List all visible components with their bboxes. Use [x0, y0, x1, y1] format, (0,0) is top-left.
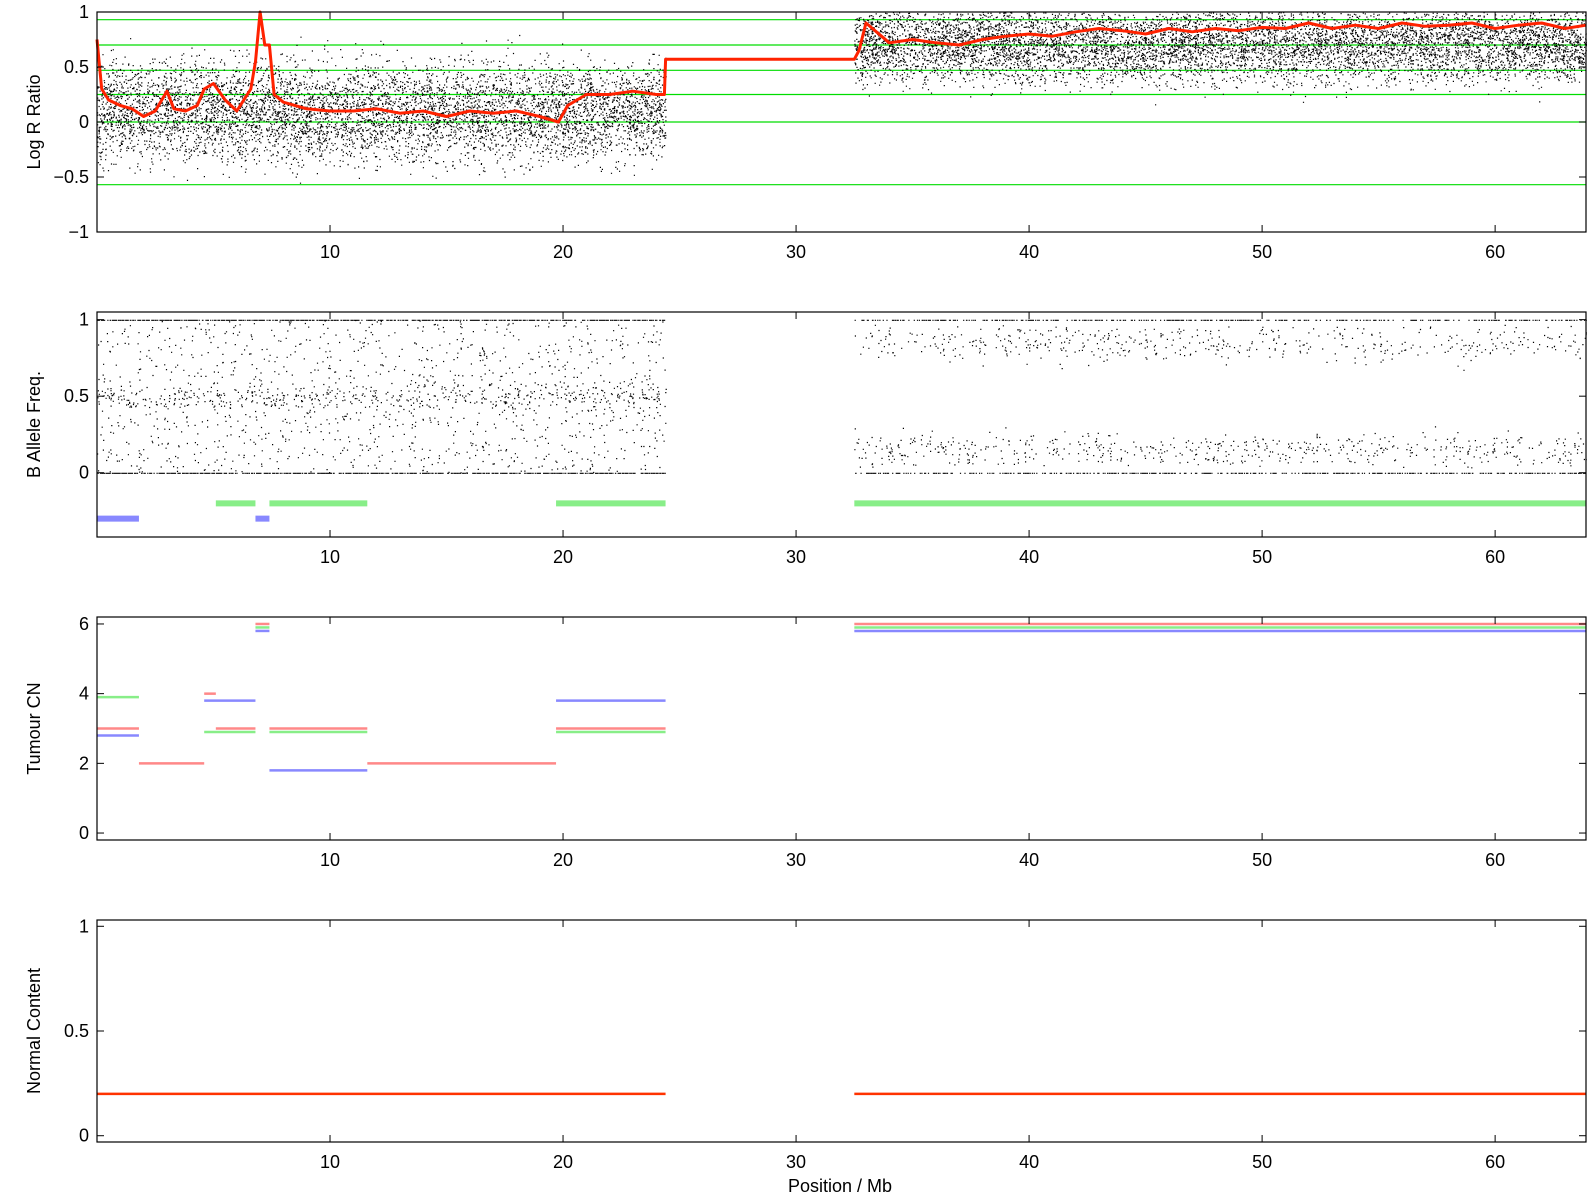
y-axis-label: B Allele Freq. [24, 371, 44, 478]
x-tick-label: 30 [786, 850, 806, 870]
x-tick-label: 10 [320, 242, 340, 262]
y-tick-label: 0 [79, 112, 89, 132]
y-tick-label: 1 [79, 310, 89, 330]
y-tick-label: 0 [79, 1126, 89, 1146]
x-tick-label: 10 [320, 850, 340, 870]
x-tick-label: 30 [786, 1152, 806, 1172]
plot-frame [96, 919, 1587, 1143]
x-tick-label: 40 [1019, 1152, 1039, 1172]
x-tick-label: 10 [320, 1152, 340, 1172]
x-tick-label: 60 [1485, 242, 1505, 262]
point-cloud [97, 319, 1587, 474]
panel-tumour-cn: 10 20 30 40 50 60 0 2 4 6 Tumour CN [24, 614, 1587, 870]
x-tick-label: 50 [1252, 850, 1272, 870]
x-tick-label: 60 [1485, 850, 1505, 870]
x-tick-label: 20 [553, 242, 573, 262]
x-tick-label: 30 [786, 547, 806, 567]
x-tick-label: 40 [1019, 547, 1039, 567]
y-axis-label: Tumour CN [24, 682, 44, 774]
x-tick-label: 40 [1019, 850, 1039, 870]
y-tick-label: 2 [79, 753, 89, 773]
data-points [97, 319, 1587, 474]
y-tick-label: −1 [68, 222, 89, 242]
x-tick-label: 30 [786, 242, 806, 262]
x-tick-label: 60 [1485, 1152, 1505, 1172]
y-tick-label: 0 [79, 823, 89, 843]
x-tick-label: 20 [553, 1152, 573, 1172]
x-tick-label: 50 [1252, 242, 1272, 262]
y-tick-label: 1 [79, 2, 89, 22]
panel-normal-content: 10 20 30 40 50 60 0 0.5 1 Normal Content [24, 916, 1587, 1172]
plot-frame [96, 616, 1587, 841]
y-tick-label: 1 [79, 916, 89, 936]
y-tick-label: 0.5 [64, 57, 89, 77]
data-points [97, 12, 1587, 184]
y-tick-label: 6 [79, 614, 89, 634]
x-tick-label: 10 [320, 547, 340, 567]
y-tick-label: 0.5 [64, 1021, 89, 1041]
x-tick-label: 60 [1485, 547, 1505, 567]
point-cloud [97, 12, 1587, 184]
y-tick-label: 0 [79, 463, 89, 483]
panel-baf: 10 20 30 40 50 60 0 0.5 1 B Allele Freq. [24, 310, 1587, 567]
y-tick-label: 0.5 [64, 386, 89, 406]
x-axis-label: Position / Mb [788, 1176, 892, 1196]
y-axis-label: Log R Ratio [24, 74, 44, 169]
y-axis-label: Normal Content [24, 968, 44, 1094]
x-tick-label: 50 [1252, 1152, 1272, 1172]
x-tick-label: 20 [553, 850, 573, 870]
x-tick-label: 40 [1019, 242, 1039, 262]
y-tick-label: −0.5 [53, 167, 89, 187]
panel-lrr: 10 20 30 40 50 60 −1 −0.5 0 0.5 1 Log R Ratio [24, 2, 1587, 262]
x-tick-label: 20 [553, 547, 573, 567]
y-tick-label: 4 [79, 684, 89, 704]
plot-frame [96, 311, 1587, 538]
series-line-0 [95, 10, 1587, 124]
x-tick-label: 50 [1252, 547, 1272, 567]
